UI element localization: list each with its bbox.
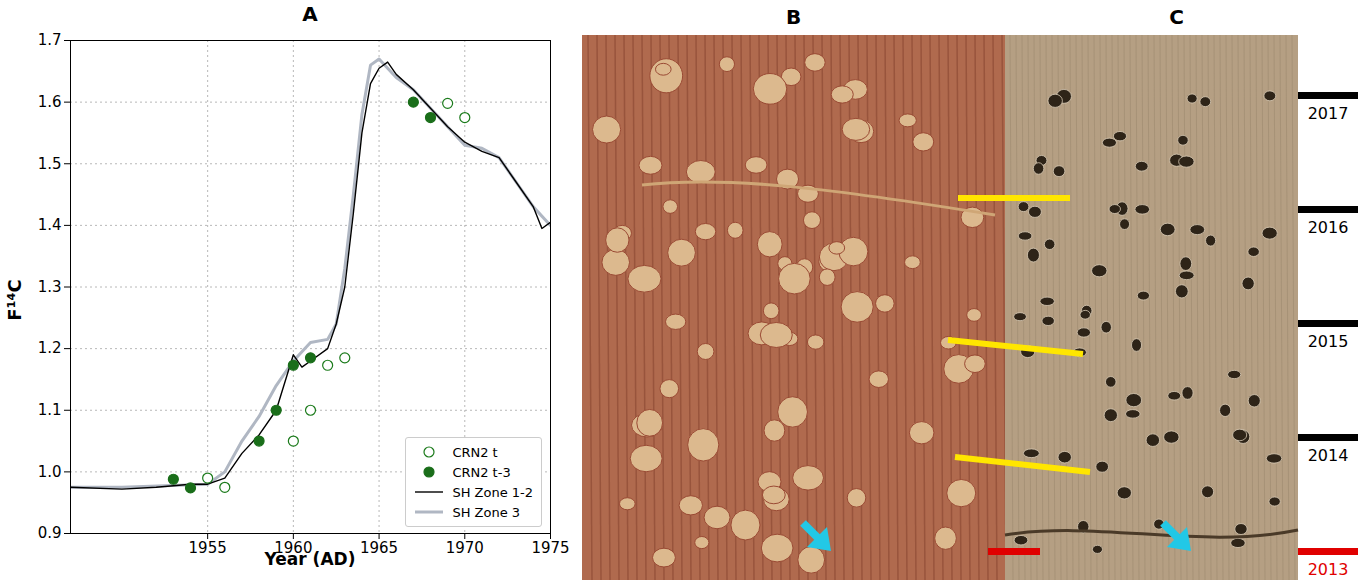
svg-text:1.6: 1.6 [38, 93, 62, 111]
svg-text:2015: 2015 [1308, 332, 1349, 351]
svg-text:1955: 1955 [189, 539, 227, 557]
svg-text:C: C [1169, 5, 1184, 29]
svg-text:2017: 2017 [1308, 104, 1349, 123]
svg-text:2016: 2016 [1308, 218, 1349, 237]
svg-text:1.2: 1.2 [38, 339, 62, 357]
svg-text:2013: 2013 [1308, 560, 1349, 579]
svg-text:2014: 2014 [1308, 446, 1349, 465]
svg-text:1975: 1975 [531, 539, 569, 557]
svg-text:1970: 1970 [446, 539, 484, 557]
svg-text:B: B [786, 5, 801, 29]
svg-text:1.5: 1.5 [38, 155, 62, 173]
svg-text:1.7: 1.7 [38, 31, 62, 49]
svg-text:1.4: 1.4 [38, 216, 62, 234]
svg-text:1965: 1965 [360, 539, 398, 557]
svg-text:1.1: 1.1 [38, 401, 62, 419]
svg-text:0.9: 0.9 [38, 524, 62, 542]
svg-text:1.0: 1.0 [38, 463, 62, 481]
svg-text:1.3: 1.3 [38, 278, 62, 296]
